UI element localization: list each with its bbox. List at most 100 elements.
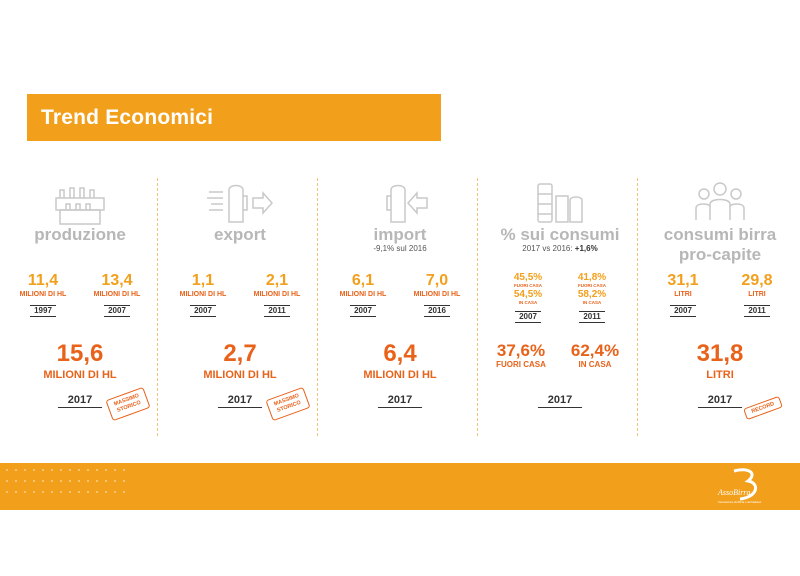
highlight-year: 2017: [0, 390, 160, 408]
stat-value-in-casa: 58,2%: [577, 289, 607, 300]
highlight-value: 37,6%: [496, 341, 546, 360]
stat-value: 1,1: [191, 272, 215, 289]
highlight-unit: MILIONI DI HL: [203, 369, 277, 381]
stat-value: 29,8: [741, 272, 773, 289]
stat-left: 1,1 MILIONI DI HL 2007: [168, 272, 238, 318]
stat-year: 2007: [350, 305, 376, 317]
dot-pattern: [6, 469, 136, 503]
svg-text:AssoBirra: AssoBirra: [717, 488, 750, 497]
highlight-fuori-casa: 37,6% FUORI CASA: [484, 341, 558, 369]
stat-year: 2011: [744, 305, 770, 317]
stat-right: 41,8% FUORI CASA 58,2% IN CASA 2011: [562, 272, 622, 324]
decorative-dot: [114, 491, 116, 493]
highlight-value: 6,4: [383, 340, 417, 367]
stat-left: 45,5% FUORI CASA 54,5% IN CASA 2007: [498, 272, 558, 324]
decorative-dot: [105, 469, 107, 471]
category-title: produzione: [34, 225, 126, 244]
stat-left: 31,1 LITRI 2007: [648, 272, 718, 318]
column-import: import -9,1% sul 2016 6,1 MILIONI DI HL …: [320, 178, 480, 438]
stat-value: 7,0: [425, 272, 449, 289]
decorative-dot: [42, 469, 44, 471]
stat-unit: MILIONI DI HL: [93, 291, 141, 298]
decorative-dot: [33, 491, 35, 493]
decorative-dot: [33, 480, 35, 482]
decorative-dot: [51, 480, 53, 482]
column-consumi: % sui consumi 2017 vs 2016: +1,6% 45,5% …: [480, 178, 640, 438]
highlight-value: 62,4%: [570, 341, 620, 360]
stat-year: 2011: [579, 311, 605, 323]
decorative-dot: [96, 469, 98, 471]
decorative-dot: [6, 480, 8, 482]
assobirra-logo: AssoBirra Associazione dei Birrai e dei …: [716, 467, 766, 507]
stat-right: 29,8 LITRI 2011: [722, 272, 792, 318]
decorative-dot: [24, 480, 26, 482]
stat-year: 1997: [30, 305, 56, 317]
column-produzione: produzione 11,4 MILIONI DI HL 1997 13,4 …: [0, 178, 160, 438]
stat-value: 2,1: [265, 272, 289, 289]
decorative-dot: [15, 469, 17, 471]
stat-left: 6,1 MILIONI DI HL 2007: [328, 272, 398, 318]
stat-unit: LITRI: [748, 291, 766, 298]
stat-value-in-casa: 54,5%: [513, 289, 543, 300]
stat-value: 11,4: [27, 272, 59, 289]
stat-left: 11,4 MILIONI DI HL 1997: [8, 272, 78, 318]
stat-year: 2011: [264, 305, 290, 317]
decorative-dot: [69, 491, 71, 493]
highlight-unit: MILIONI DI HL: [363, 369, 437, 381]
highlight-in-casa: 62,4% IN CASA: [558, 341, 632, 369]
stat-unit: MILIONI DI HL: [19, 291, 67, 298]
decorative-dot: [51, 491, 53, 493]
highlight-year: 2017: [160, 390, 320, 408]
decorative-dot: [51, 469, 53, 471]
stat-label-fuori-casa: FUORI CASA: [578, 283, 606, 288]
people-icon: [640, 180, 800, 226]
column-divider: [637, 178, 638, 436]
stat-value-fuori-casa: 45,5%: [513, 272, 543, 283]
decorative-dot: [60, 469, 62, 471]
highlight-unit: IN CASA: [578, 360, 612, 369]
decorative-dot: [78, 480, 80, 482]
decorative-dot: [15, 491, 17, 493]
highlight-unit: MILIONI DI HL: [43, 369, 117, 381]
highlight-value: 31,8: [696, 340, 744, 367]
svg-text:Associazione dei Birrai e dei: Associazione dei Birrai e dei Maltatori: [718, 500, 762, 504]
highlight-year: 2017: [640, 390, 800, 408]
decorative-dot: [123, 491, 125, 493]
beer-glass-export-arrow-icon: [160, 180, 320, 226]
category-subtitle: 2017 vs 2016: +1,6%: [522, 244, 598, 253]
highlight-year: 2017: [320, 390, 480, 408]
decorative-dot: [96, 491, 98, 493]
footer-bar: AssoBirra Associazione dei Birrai e dei …: [0, 463, 800, 510]
beer-glass-import-arrow-icon: [320, 180, 480, 226]
decorative-dot: [87, 491, 89, 493]
stat-unit: LITRI: [674, 291, 692, 298]
decorative-dot: [96, 480, 98, 482]
decorative-dot: [78, 469, 80, 471]
decorative-dot: [42, 491, 44, 493]
stat-unit: MILIONI DI HL: [339, 291, 387, 298]
stat-year: 2007: [104, 305, 130, 317]
decorative-dot: [42, 480, 44, 482]
containers-icon: [480, 180, 640, 226]
category-title: consumi birra pro-capite: [663, 225, 777, 264]
decorative-dot: [60, 491, 62, 493]
column-divider: [317, 178, 318, 436]
stat-unit: MILIONI DI HL: [179, 291, 227, 298]
stat-right: 2,1 MILIONI DI HL 2011: [242, 272, 312, 318]
decorative-dot: [69, 480, 71, 482]
category-title: export: [214, 225, 266, 244]
decorative-dot: [114, 469, 116, 471]
decorative-dot: [105, 491, 107, 493]
stat-year: 2007: [190, 305, 216, 317]
decorative-dot: [87, 480, 89, 482]
decorative-dot: [123, 480, 125, 482]
decorative-dot: [33, 469, 35, 471]
decorative-dot: [24, 469, 26, 471]
decorative-dot: [123, 469, 125, 471]
highlight-value: 2,7: [223, 340, 257, 367]
stat-right: 13,4 MILIONI DI HL 2007: [82, 272, 152, 318]
stat-label-fuori-casa: FUORI CASA: [514, 283, 542, 288]
stat-value: 31,1: [667, 272, 699, 289]
header-bar: Trend Economici: [27, 94, 441, 141]
column-divider: [477, 178, 478, 436]
